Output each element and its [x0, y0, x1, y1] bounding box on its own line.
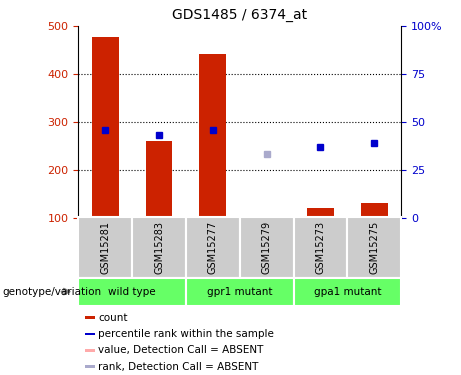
- Bar: [240, 217, 294, 278]
- Text: gpr1 mutant: gpr1 mutant: [207, 286, 272, 297]
- Bar: [78, 278, 186, 306]
- Text: wild type: wild type: [108, 286, 156, 297]
- Bar: [253, 216, 280, 217]
- Title: GDS1485 / 6374_at: GDS1485 / 6374_at: [172, 9, 307, 22]
- Text: GSM15273: GSM15273: [315, 221, 325, 274]
- Bar: [132, 217, 186, 278]
- Bar: [92, 37, 118, 218]
- Bar: [78, 217, 132, 278]
- Bar: [85, 365, 95, 368]
- Bar: [85, 349, 95, 352]
- Bar: [186, 217, 240, 278]
- Text: rank, Detection Call = ABSENT: rank, Detection Call = ABSENT: [98, 362, 259, 372]
- Text: value, Detection Call = ABSENT: value, Detection Call = ABSENT: [98, 345, 264, 355]
- Text: count: count: [98, 313, 128, 322]
- Bar: [186, 278, 294, 306]
- Bar: [85, 316, 95, 319]
- Bar: [294, 217, 347, 278]
- Text: GSM15281: GSM15281: [100, 221, 110, 274]
- Text: gpa1 mutant: gpa1 mutant: [313, 286, 381, 297]
- Text: GSM15277: GSM15277: [208, 221, 218, 274]
- Text: genotype/variation: genotype/variation: [2, 286, 101, 297]
- Text: GSM15283: GSM15283: [154, 221, 164, 274]
- Text: GSM15279: GSM15279: [261, 221, 272, 274]
- Bar: [146, 141, 172, 218]
- Bar: [307, 208, 334, 218]
- Bar: [361, 202, 388, 217]
- Bar: [294, 278, 401, 306]
- Text: percentile rank within the sample: percentile rank within the sample: [98, 329, 274, 339]
- Bar: [199, 54, 226, 217]
- Bar: [347, 217, 401, 278]
- Bar: [85, 333, 95, 336]
- Text: GSM15275: GSM15275: [369, 221, 379, 274]
